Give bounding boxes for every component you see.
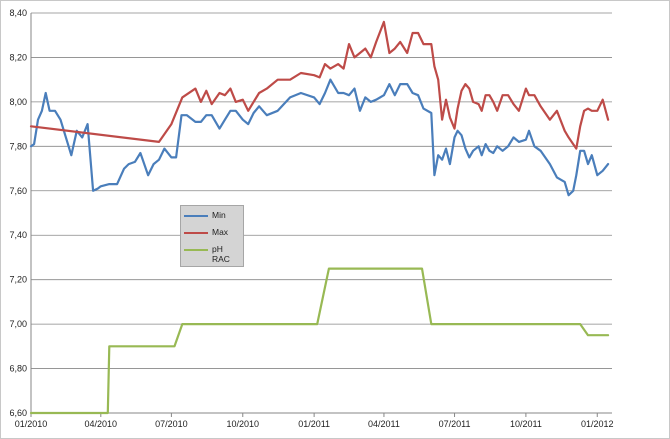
y-tick-label: 7,20 xyxy=(9,275,27,285)
y-tick-label: 8,00 xyxy=(9,97,27,107)
y-tick-label: 8,40 xyxy=(9,8,27,18)
x-tick-label: 07/2011 xyxy=(439,419,471,429)
legend-label-min: Min xyxy=(212,210,226,220)
y-tick-label: 6,80 xyxy=(9,364,27,374)
y-tick-label: 7,80 xyxy=(9,141,27,151)
x-tick-label: 10/2011 xyxy=(510,419,542,429)
legend-swatch-ph-rac xyxy=(184,249,208,251)
x-tick-label: 04/2011 xyxy=(368,419,400,429)
legend-entry-max: Max xyxy=(184,227,244,239)
axes xyxy=(30,13,612,417)
legend-entry-min: Min xyxy=(184,210,244,222)
series-line-max xyxy=(29,20,610,150)
y-tick-label: 7,60 xyxy=(9,186,27,196)
series-line-ph-rac xyxy=(29,267,610,415)
x-tick-label: 01/2011 xyxy=(298,419,330,429)
y-tick-label: 6,60 xyxy=(9,408,27,418)
y-tick-labels: 6,60 6,80 7,00 7,20 7,40 7,60 7,80 8,00 8,20 8,40 xyxy=(9,8,27,418)
legend-swatch-min xyxy=(184,215,208,217)
x-tick-label: 04/2010 xyxy=(85,419,118,429)
legend-label-max: Max xyxy=(212,227,229,237)
y-tick-label: 7,00 xyxy=(9,319,27,329)
legend-entry-ph-rac: pH RAC xyxy=(184,244,244,266)
legend-label-ph-rac: pH RAC xyxy=(212,244,230,264)
legend: Min Max pH RAC xyxy=(180,205,244,267)
gridlines xyxy=(31,12,612,369)
x-tick-labels: 01/2010 04/2010 07/2010 10/2010 01/2011 04/20… xyxy=(15,419,614,429)
y-tick-label: 7,40 xyxy=(9,230,27,240)
x-tick-label: 01/2010 xyxy=(15,419,48,429)
x-tick-label: 10/2010 xyxy=(226,419,259,429)
series-line-min xyxy=(29,78,610,197)
legend-swatch-max xyxy=(184,232,208,234)
x-tick-label: 01/2012 xyxy=(581,419,614,429)
y-tick-label: 8,20 xyxy=(9,52,27,62)
x-tick-label: 07/2010 xyxy=(155,419,188,429)
series-lines xyxy=(29,20,610,415)
